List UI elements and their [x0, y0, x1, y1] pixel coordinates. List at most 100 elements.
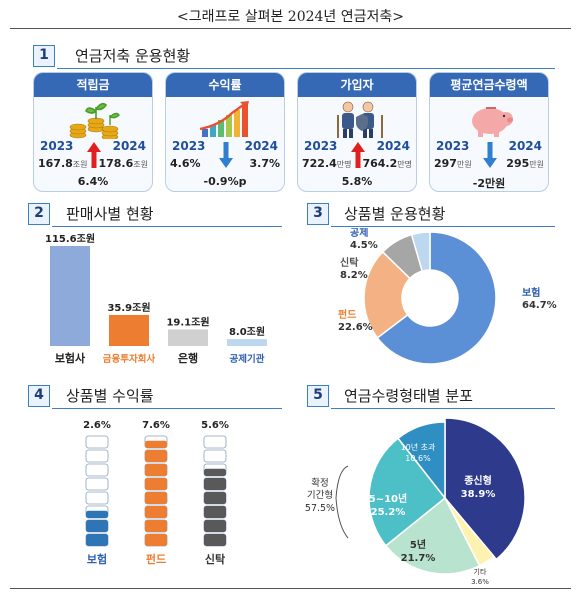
bar-value-label: 35.9조원 [107, 301, 150, 314]
return-cell [85, 477, 109, 491]
arrow-down-icon [483, 142, 497, 168]
group-value: 57.5% [305, 503, 335, 514]
donut-slice-보험 [376, 231, 497, 365]
year-2023: 2023 [436, 139, 470, 153]
bar-category-label: 은행 [178, 351, 198, 365]
return-cell-fill [145, 478, 167, 490]
slice-label: 공제 [350, 228, 368, 239]
value-2024: 295만원 [506, 157, 544, 170]
return-cell-fill [204, 520, 226, 532]
unit: 만원 [529, 160, 544, 169]
slice-value: 22.6% [338, 322, 373, 333]
change-value: 5.8% [341, 175, 373, 188]
return-cell-fill [145, 534, 167, 546]
slice-value: 64.7% [522, 300, 557, 311]
section-5-underline [331, 408, 555, 409]
return-value-label: 2.6% [83, 420, 111, 431]
slice-label: 신탁 [340, 256, 359, 269]
return-cell [85, 491, 109, 505]
return-cell-fill [86, 520, 108, 532]
return-cell-fill [204, 478, 226, 490]
value-2023: 297만원 [434, 157, 472, 170]
unit: 조원 [72, 160, 88, 169]
summary-card: 수익률 2023 2024 4.6% 3.7% -0.9%p [165, 72, 285, 192]
return-cell-fill [145, 492, 167, 504]
bar-value-label: 8.0조원 [229, 325, 265, 338]
section-1-title: 연금저축 운용현황 [75, 47, 191, 65]
section-4-title: 상품별 수익률 [66, 387, 154, 405]
pie-slice-5년 [384, 496, 481, 575]
pie-label: 10년 초과 [401, 442, 436, 452]
summary-card: 평균연금수령액 2023 2024 297만원 295만원 -2만원 [429, 72, 549, 192]
section-1-underline [57, 68, 555, 69]
change-value: 6.4% [77, 175, 109, 188]
section-4-number: 4 [28, 385, 50, 407]
top-rule [10, 28, 571, 29]
value-2023: 4.6% [170, 157, 201, 170]
slice-label: 펀드 [338, 308, 356, 321]
change-value: -0.9%p [203, 175, 247, 188]
return-cell-fill [204, 492, 226, 504]
coin-sprout-icon [69, 102, 120, 139]
section-2-underline [52, 226, 282, 227]
year-2024: 2024 [112, 139, 146, 153]
return-cell-fill [86, 510, 108, 518]
section-2-title: 판매사별 현황 [66, 205, 154, 223]
card-body: 2023 2024 167.8조원 178.6조원 6.4% [34, 97, 152, 191]
bar-value-label: 115.6조원 [45, 232, 95, 245]
donut-slice-공제 [410, 231, 431, 273]
group-label-line1: 확정 [311, 477, 328, 489]
pie-label: 5년 [410, 538, 426, 551]
unit: 만명 [336, 160, 352, 169]
return-category-label: 신탁 [205, 552, 225, 566]
year-2024: 2024 [244, 139, 278, 153]
card-body: 2023 2024 722.4만명 764.2만명 5.8% [298, 97, 416, 191]
return-cell [85, 463, 109, 477]
return-cell-fill [145, 464, 167, 476]
group-label-line2: 기간형 [307, 490, 333, 501]
summary-card: 적립금 2023 2024 167.8조원 178.6조원 6.4% [33, 72, 153, 192]
value-2023: 167.8조원 [38, 157, 88, 170]
return-value-label: 5.6% [201, 420, 229, 431]
section-5-number: 5 [307, 385, 329, 407]
return-cell-fill [86, 534, 108, 546]
bar-금융투자회사 [109, 314, 149, 346]
bar-공제기관 [227, 339, 267, 346]
section-3-underline [331, 226, 555, 227]
bar-은행 [168, 329, 208, 346]
year-2024: 2024 [376, 139, 410, 153]
year-2024: 2024 [508, 139, 542, 153]
return-cell-fill [145, 440, 167, 448]
pie-label: 종신형 [464, 474, 492, 487]
year-2023: 2023 [304, 139, 338, 153]
growth-chart-icon [199, 101, 249, 137]
card-body: 2023 2024 297만원 295만원 -2만원 [430, 97, 548, 191]
bar-value-label: 19.1조원 [166, 315, 209, 328]
slice-value: 8.2% [340, 270, 368, 281]
section-1-number: 1 [33, 45, 55, 67]
return-cell [203, 435, 227, 449]
pie-slice-10년 초과 [396, 421, 446, 501]
slice-value: 4.5% [350, 240, 378, 251]
return-value-label: 7.6% [142, 420, 170, 431]
unit: 만원 [456, 160, 472, 169]
pie-value: 3.6% [471, 578, 489, 585]
group-bracket [335, 465, 349, 539]
change-value: -2만원 [472, 177, 506, 190]
unit: 만명 [397, 160, 412, 169]
arrow-up-icon [87, 142, 101, 168]
piggy-bank-icon [472, 107, 513, 137]
section-3-number: 3 [307, 203, 329, 225]
pie-value: 21.7% [401, 553, 436, 564]
card-title: 가입자 [298, 73, 416, 97]
arrow-up-icon [351, 142, 365, 168]
return-cell-fill [145, 506, 167, 518]
bar-보험사 [50, 246, 90, 346]
page-title: <그래프로 살펴본 2024년 연금저축> [177, 9, 404, 25]
senior-people-icon [337, 101, 383, 138]
pie-value: 10.6% [405, 454, 431, 463]
return-cell [85, 435, 109, 449]
return-cell [85, 449, 109, 463]
